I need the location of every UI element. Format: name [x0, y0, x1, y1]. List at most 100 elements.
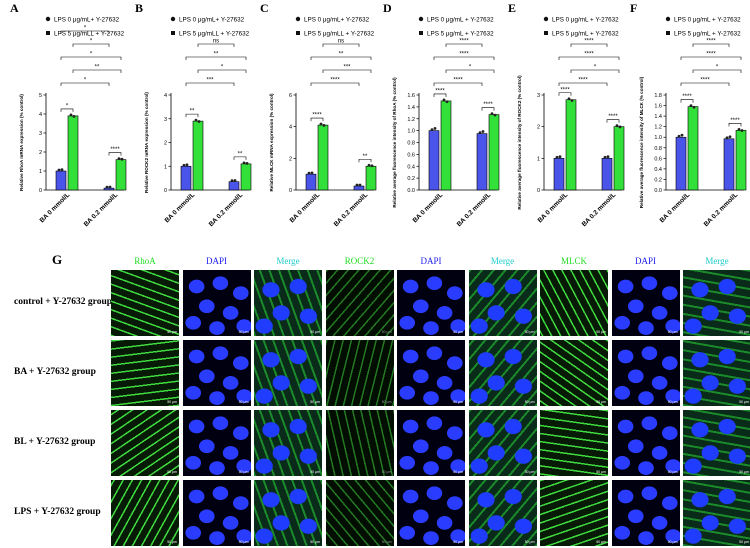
- sig-label: **: [214, 52, 219, 58]
- sig-label: ****: [560, 87, 570, 93]
- y-tick-label: 4: [289, 125, 292, 131]
- scale-bar-label: 50 μm: [453, 470, 463, 474]
- sig-label: ****: [608, 114, 618, 120]
- data-point: [570, 99, 574, 102]
- data-point: [430, 128, 434, 132]
- scale-bar-label: 50 μm: [739, 330, 749, 334]
- y-tick-label: 0.4: [654, 167, 662, 173]
- bar-lps0: [55, 170, 67, 191]
- micrograph-tile: 50 μm: [397, 270, 465, 336]
- sig-label: *: [84, 26, 87, 32]
- micrograph-tile: 50 μm: [540, 270, 608, 336]
- data-point: [233, 179, 237, 182]
- sig-label: ****: [110, 147, 120, 153]
- data-point: [558, 155, 562, 159]
- channel-header: Merge: [276, 256, 300, 266]
- y-axis-label: Relative RhoA mRNA expression (% control…: [19, 94, 24, 191]
- y-tick-label: 0.6: [654, 156, 662, 162]
- data-point: [567, 97, 571, 101]
- data-point: [725, 136, 729, 140]
- scale-bar-label: 50 μm: [524, 470, 535, 474]
- sig-label: **: [363, 154, 368, 160]
- micrograph-tile: 50 μm: [325, 410, 394, 476]
- legend-label: LPS 5 μg/mLL + Y-27632: [54, 31, 125, 38]
- sig-label: ****: [578, 78, 588, 84]
- channel-header: DAPI: [205, 256, 227, 266]
- row-label: control + Y-27632 group: [14, 297, 113, 307]
- channel-header: ROCK2: [344, 256, 375, 266]
- scale-bar-label: 50 μm: [310, 400, 320, 404]
- sig-label: ****: [682, 94, 692, 100]
- micrograph-tile: 50 μm: [325, 340, 394, 406]
- micrograph-tile: 50 μm: [254, 410, 322, 476]
- x-category-label: BA 0.2 mmol/L: [208, 191, 245, 228]
- sig-bracket: [322, 69, 372, 73]
- micrograph-tile: 50 μm: [182, 340, 251, 406]
- bar-lps0: [723, 138, 735, 191]
- data-point: [322, 123, 326, 127]
- legend-dot: [665, 16, 671, 22]
- micrograph-tile: 50 μm: [683, 410, 750, 476]
- data-point: [367, 163, 371, 167]
- data-point: [680, 133, 684, 137]
- bar-lps5: [240, 163, 252, 191]
- y-tick-label: 2: [39, 150, 42, 156]
- legend-label: LPS 0 μg/mL + Y-27632: [427, 17, 494, 24]
- y-tick-label: 1.0: [654, 135, 662, 141]
- channel-header: Merge: [490, 256, 515, 266]
- legend-dot: [45, 16, 51, 22]
- sig-bracket: [433, 82, 483, 86]
- micrograph-tile: 50 μm: [111, 410, 179, 476]
- sig-bracket: [558, 92, 572, 96]
- scale-bar-label: 50 μm: [739, 470, 749, 474]
- micrograph-tile: 50 μm: [468, 480, 537, 546]
- sig-bracket: [680, 99, 694, 103]
- y-tick-label: 2: [289, 156, 292, 162]
- scale-bar-label: 50 μm: [667, 540, 678, 544]
- data-point: [108, 185, 112, 189]
- data-point: [69, 113, 73, 117]
- data-point: [245, 161, 249, 165]
- micrograph-tile: 50 μm: [325, 480, 394, 546]
- panel-letter: A: [10, 1, 19, 15]
- scale-bar-label: 50 μm: [167, 400, 177, 404]
- sig-bracket: [60, 30, 110, 34]
- data-point: [370, 164, 374, 168]
- sig-label: ****: [435, 88, 445, 94]
- sig-bracket: [60, 56, 122, 60]
- micrograph-tile: 50 μm: [111, 340, 179, 406]
- scale-bar-label: 50 μm: [381, 470, 392, 474]
- sig-label: ****: [459, 52, 469, 58]
- y-tick-label: 1.2: [407, 117, 415, 123]
- scale-bar-label: 50 μm: [310, 470, 320, 474]
- sig-bracket: [185, 82, 235, 86]
- sig-label: ****: [584, 52, 594, 58]
- micrograph-tile: 50 μm: [468, 340, 537, 406]
- sig-bracket: [433, 56, 495, 60]
- x-category-label: BA 0 mmol/L: [39, 191, 72, 224]
- x-category-label: BA 0 mmol/L: [659, 191, 692, 224]
- scale-bar-label: 50 μm: [238, 400, 249, 404]
- y-tick-label: 1: [164, 164, 167, 170]
- y-tick-label: 1.6: [654, 104, 662, 110]
- scale-bar-label: 50 μm: [381, 540, 392, 544]
- micrograph-tile: 50 μm: [540, 410, 608, 476]
- scale-bar-label: 50 μm: [596, 540, 606, 544]
- sig-label: ***: [343, 65, 351, 71]
- scale-bar-label: 50 μm: [596, 400, 606, 404]
- micrograph-tile: 50 μm: [111, 270, 179, 336]
- data-point: [194, 118, 198, 122]
- micrograph-tile: 50 μm: [111, 480, 179, 546]
- y-tick-label: 0.8: [654, 146, 662, 152]
- scale-bar-label: 50 μm: [596, 470, 606, 474]
- data-point: [445, 100, 449, 104]
- micrograph-tile: 50 μm: [611, 480, 680, 546]
- micrograph-tile: 50 μm: [254, 340, 322, 406]
- micrograph-tile: 50 μm: [611, 410, 680, 476]
- data-point: [197, 120, 201, 123]
- sig-label: ****: [730, 118, 740, 124]
- bar-lps0: [601, 158, 613, 191]
- sig-label: ****: [706, 52, 716, 58]
- scale-bar-label: 50 μm: [667, 470, 678, 474]
- bar-lps0: [353, 185, 365, 191]
